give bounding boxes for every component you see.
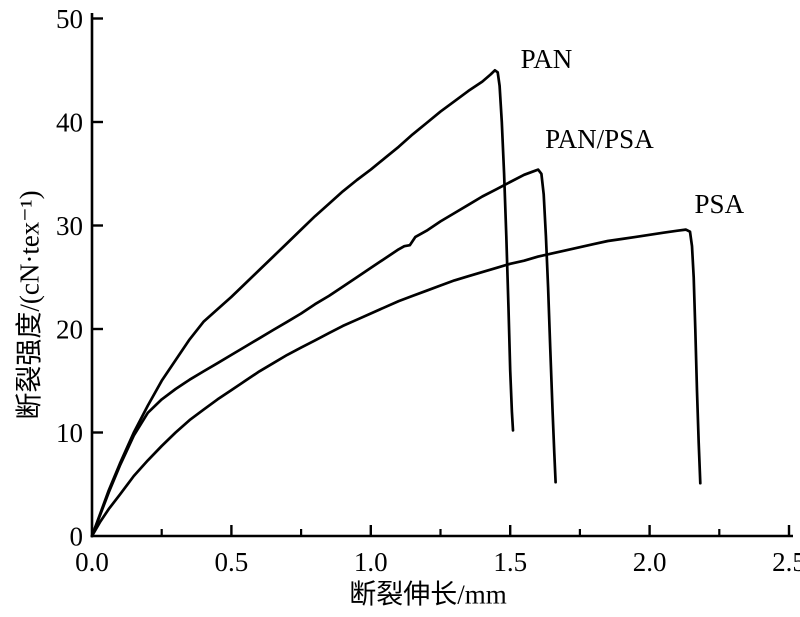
axis-ticks [92,17,791,536]
curve-pan-psa [90,168,557,538]
curve-label-pan-psa: PAN/PSA [545,124,654,154]
x-tick-label: 0.0 [75,547,109,577]
x-axis-title: 断裂伸长/mm [349,579,507,610]
curve-pan [90,68,515,538]
x-tick-label: 2.0 [633,547,667,577]
y-tick-label: 10 [56,418,83,448]
curve-psa [90,228,702,538]
y-axis-title: 断裂强度/(cN·tex⁻¹) [14,190,45,420]
tick-labels: 0 10 20 30 40 50 0.0 0.5 1.0 1.5 2.0 2.5 [56,4,800,577]
x-tick-label: 2.5 [772,547,800,577]
y-tick-label: 20 [56,315,83,345]
curve-labels: PAN PAN/PSA PSA [521,44,745,219]
x-tick-label: 1.5 [493,547,527,577]
curve-label-pan: PAN [521,44,573,74]
axes [90,13,793,538]
y-tick-label: 30 [56,211,83,241]
curves [90,68,702,538]
y-tick-label: 50 [56,4,83,34]
y-tick-label: 0 [70,522,84,552]
y-tick-label: 40 [56,108,83,138]
x-tick-label: 0.5 [215,547,249,577]
x-tick-label: 1.0 [354,547,388,577]
curve-label-psa: PSA [695,189,745,219]
